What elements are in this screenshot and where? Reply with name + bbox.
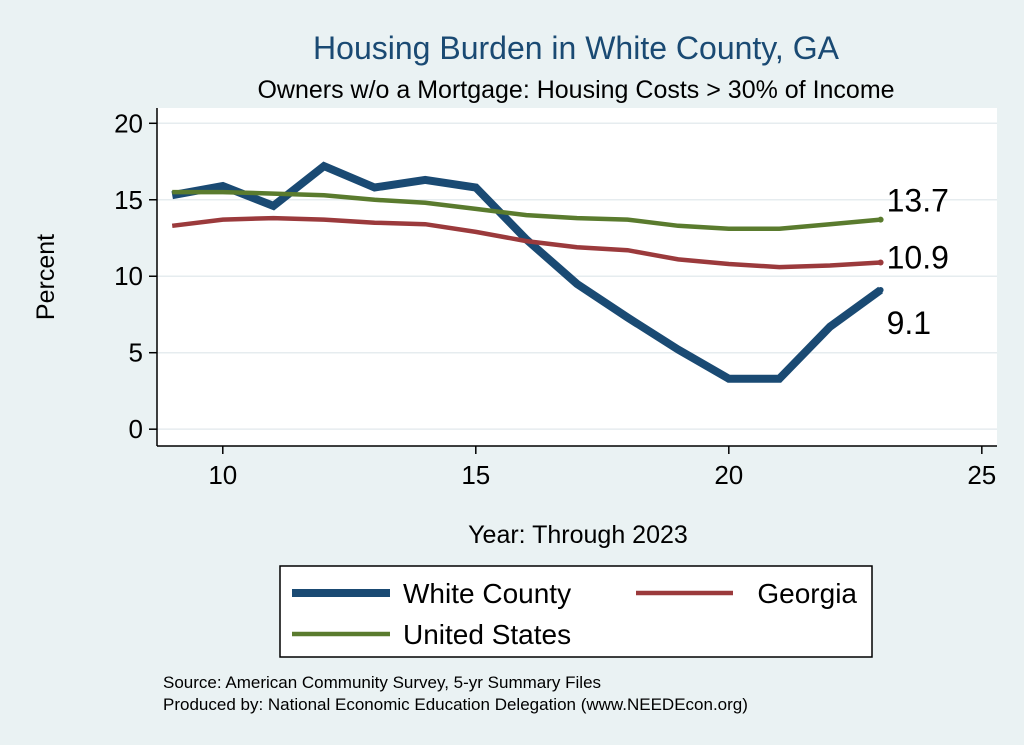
- x-tick-label: 20: [714, 460, 743, 490]
- axes: [156, 108, 997, 447]
- producer-note: Produced by: National Economic Education…: [163, 695, 748, 714]
- series-line-united-states: [172, 189, 881, 232]
- end-label: 13.7: [887, 183, 949, 219]
- y-tick-label: 0: [129, 414, 143, 444]
- x-axis-label: Year: Through 2023: [468, 521, 688, 549]
- legend-box: [279, 565, 873, 658]
- chart-subtitle: Owners w/o a Mortgage: Housing Costs > 3…: [257, 76, 894, 104]
- y-tick-label: 20: [114, 108, 143, 138]
- x-tick-label: 25: [967, 460, 996, 490]
- y-axis-ticks: 0 5 10 15 20: [114, 108, 157, 444]
- source-note: Source: American Community Survey, 5-yr …: [163, 673, 601, 692]
- end-point: [877, 259, 884, 266]
- y-axis-label: Percent: [32, 234, 60, 320]
- series-lines: [171, 161, 884, 383]
- legend-label: United States: [403, 619, 571, 650]
- x-axis-ticks: 10 15 20 25: [208, 446, 996, 490]
- legend: White County Georgia United States: [292, 578, 857, 650]
- y-tick-label: 15: [114, 185, 143, 215]
- x-tick-label: 10: [208, 460, 237, 490]
- plot-area: [157, 108, 997, 446]
- x-tick-label: 15: [461, 460, 490, 490]
- end-labels: 9.1 10.9 13.7: [887, 183, 949, 341]
- series-line-georgia: [171, 215, 881, 270]
- end-label: 10.9: [887, 239, 949, 275]
- y-tick-label: 10: [114, 261, 143, 291]
- end-point: [877, 287, 884, 293]
- y-tick-label: 5: [129, 338, 143, 368]
- end-label: 9.1: [887, 305, 931, 341]
- legend-label: Georgia: [757, 578, 857, 609]
- gridlines: [157, 122, 997, 430]
- legend-label: White County: [403, 578, 571, 609]
- end-point: [877, 216, 884, 223]
- chart-title: Housing Burden in White County, GA: [313, 30, 840, 66]
